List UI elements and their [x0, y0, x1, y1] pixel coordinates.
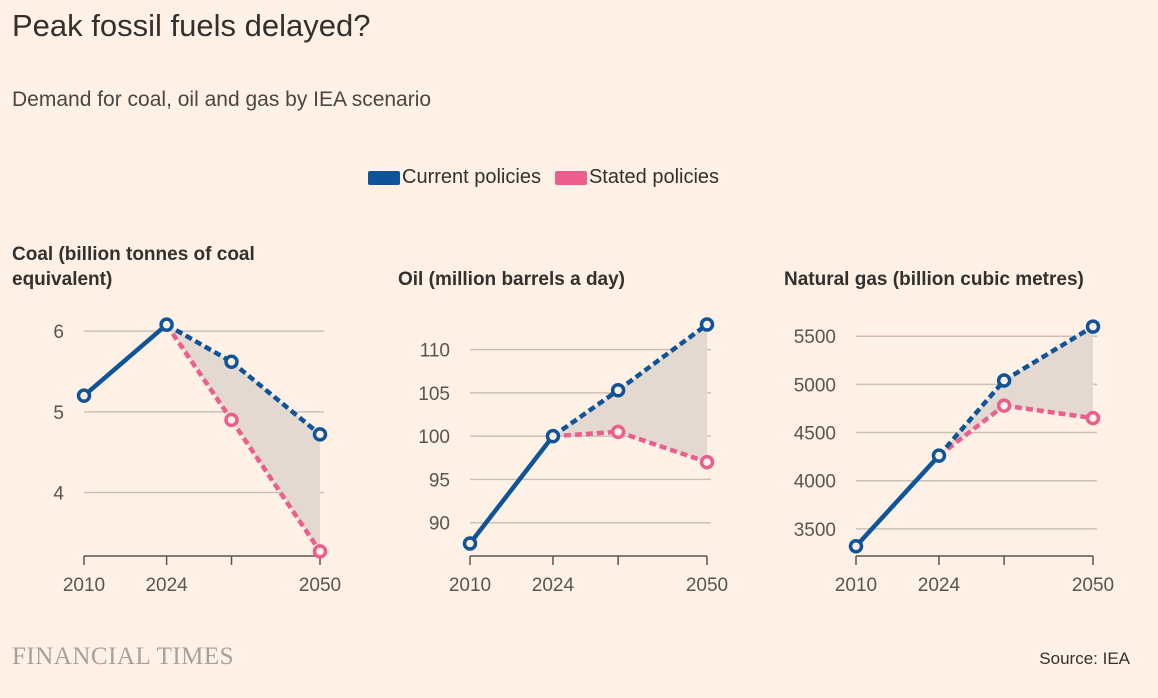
legend-label-stated: Stated policies [588, 166, 720, 188]
coal-x-tick-label: 2024 [145, 575, 188, 596]
gas-current-point [931, 448, 947, 463]
coal-x-tick-label: 2050 [299, 575, 341, 596]
coal-y-tick-label: 4 [53, 483, 64, 504]
coal-scenario-gap-band [166, 324, 320, 552]
oil-x-tick-label: 2010 [449, 575, 491, 596]
coal-current-point [76, 388, 92, 403]
coal-y-tick-label: 5 [53, 403, 64, 424]
gas-stated-point [996, 398, 1012, 413]
oil-x-tick-label: 2024 [532, 575, 575, 596]
coal-current-line-segment [165, 322, 233, 364]
coal-current-line-segment [230, 360, 322, 437]
oil-y-tick-label: 110 [420, 341, 450, 362]
gas-y-tick-label: 5500 [794, 327, 836, 348]
gas-panel-title: Natural gas (billion cubic metres) [784, 267, 1084, 292]
gas-stated-line-segment [937, 403, 1006, 458]
oil-current-point [699, 317, 715, 332]
legend-item-stated: Stated policies [554, 166, 720, 189]
coal-current-point [159, 317, 174, 332]
gas-current-line-segment [1002, 324, 1095, 383]
coal-stated-point [312, 544, 328, 559]
oil-y-tick-label: 90 [429, 514, 450, 535]
gas-current-line-segment [854, 454, 941, 548]
coal-y-tick-label: 6 [53, 322, 64, 343]
oil-current-point [545, 428, 561, 444]
legend-item-current: Current policies [368, 166, 541, 189]
coal-title-line-2: equivalent) [12, 269, 113, 290]
oil-title-line-1: Oil (million barrels a day) [398, 269, 626, 290]
oil-current-line-segment [468, 434, 555, 545]
gas-x-tick-label: 2050 [1072, 575, 1114, 596]
coal-current-point [312, 427, 328, 442]
gas-y-tick-label: 5000 [794, 375, 836, 396]
oil-y-tick-label: 105 [418, 384, 450, 405]
gas-title-line-1: Natural gas (billion cubic metres) [784, 269, 1084, 290]
oil-stated-line-segment [617, 429, 708, 465]
gas-stated-line-segment [1003, 403, 1094, 421]
oil-panel-title: Oil (million barrels a day) [398, 267, 625, 292]
source-note: Source: IEA [1039, 649, 1130, 668]
gas-current-point [1085, 319, 1101, 334]
gas-stated-point [1085, 410, 1101, 426]
legend-label-current: Current policies [402, 166, 541, 188]
oil-current-point [462, 536, 478, 551]
oil-current-line-segment [616, 322, 709, 393]
oil-stated-point [610, 424, 626, 440]
gas-current-point [996, 373, 1012, 388]
oil-y-tick-label: 100 [418, 427, 450, 448]
legend: Current policies Stated policies [368, 166, 729, 189]
oil-current-line-segment [551, 388, 620, 439]
coal-stated-line-segment [229, 418, 322, 553]
oil-x-tick-label: 2050 [686, 575, 728, 596]
coal-stated-line-segment [164, 323, 234, 422]
gas-scenario-gap-band [938, 326, 1093, 456]
coal-current-line-segment [82, 322, 169, 398]
legend-swatch-current [368, 170, 400, 185]
chart-subtitle: Demand for coal, oil and gas by IEA scen… [12, 88, 432, 111]
gas-x-tick-label: 2024 [918, 575, 961, 596]
gas-current-point [848, 539, 864, 554]
gas-current-line-segment [937, 379, 1006, 458]
coal-current-point [224, 354, 239, 370]
gas-y-tick-label: 4000 [794, 472, 836, 493]
gas-y-tick-label: 3500 [794, 520, 836, 541]
oil-current-point [610, 383, 626, 398]
legend-swatch-stated [554, 170, 587, 185]
oil-y-tick-label: 95 [429, 470, 450, 491]
oil-stated-point [699, 454, 715, 470]
coal-panel-title: Coal (billion tonnes of coal equivalent) [12, 242, 255, 292]
coal-title-line-1: Coal (billion tonnes of coal [12, 244, 255, 265]
ft-logo: FINANCIAL TIMES [12, 643, 235, 670]
oil-scenario-gap-band [552, 324, 707, 463]
gas-y-tick-label: 4500 [794, 424, 836, 445]
chart-title: Peak fossil fuels delayed? [12, 8, 371, 43]
coal-x-tick-label: 2010 [63, 575, 105, 596]
gas-x-tick-label: 2010 [835, 575, 877, 596]
coal-stated-point [224, 412, 239, 428]
